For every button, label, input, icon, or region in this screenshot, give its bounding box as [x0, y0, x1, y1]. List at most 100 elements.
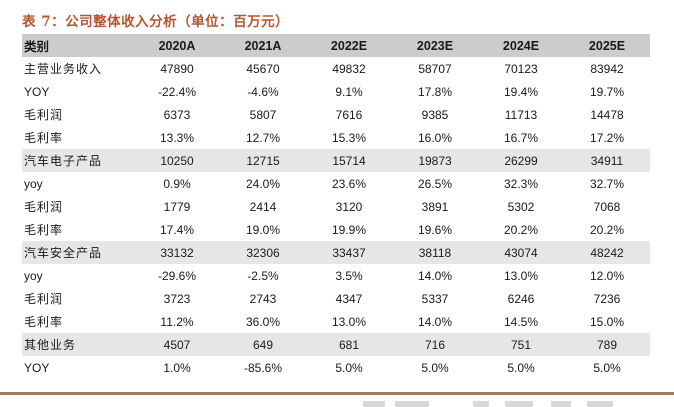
row-value: 20.2% — [589, 222, 625, 237]
row-value: 38118 — [392, 241, 478, 264]
row-value: 11.2% — [160, 314, 194, 329]
row-value: 716 — [392, 333, 478, 356]
row-value: 43074 — [478, 241, 564, 264]
row-value: 5.0% — [335, 360, 363, 375]
row-value: 33132 — [134, 241, 220, 264]
row-value: 6246 — [507, 291, 535, 306]
row-value: 6373 — [163, 107, 191, 122]
row-label: yoy — [24, 268, 43, 283]
row-value: -4.6% — [247, 84, 279, 99]
row-value: 24.0% — [245, 176, 281, 191]
table-body: 主营业务收入 47890 45670 49832 58707 70123 83942 YOY -… — [22, 57, 650, 379]
table-row: 毛利润 3723 2743 4347 5337 6246 7236 — [22, 287, 650, 310]
row-value: 19.4% — [503, 84, 539, 99]
row-value: 33437 — [306, 241, 392, 264]
row-value: 4347 — [335, 291, 363, 306]
row-value: 12.7% — [245, 130, 281, 145]
row-value: -85.6% — [243, 360, 283, 375]
row-label: 汽车电子产品 — [22, 149, 134, 172]
row-value: 48242 — [564, 241, 650, 264]
row-value: 789 — [564, 333, 650, 356]
row-value: 83942 — [590, 61, 624, 76]
table-row: 毛利率 13.3% 12.7% 15.3% 16.0% 16.7% 17.2% — [22, 126, 650, 149]
row-value: 32306 — [220, 241, 306, 264]
row-value: 7068 — [593, 199, 621, 214]
row-label: 毛利率 — [24, 223, 64, 237]
row-label: YOY — [24, 84, 50, 99]
row-value: 13.3% — [159, 130, 195, 145]
row-value: 7236 — [593, 291, 621, 306]
row-value: 2414 — [249, 199, 277, 214]
row-value: 5807 — [249, 107, 277, 122]
row-value: 49832 — [332, 61, 366, 76]
table-row: yoy -29.6% -2.5% 3.5% 14.0% 13.0% 12.0% — [22, 264, 650, 287]
row-label: yoy — [24, 176, 43, 191]
row-value: 14.0% — [417, 268, 453, 283]
row-label: YOY — [24, 360, 50, 375]
row-value: 19.6% — [417, 222, 453, 237]
row-value: 9.1% — [335, 84, 363, 99]
row-value: 681 — [306, 333, 392, 356]
row-label: 汽车安全产品 — [22, 241, 134, 264]
row-value: 58707 — [418, 61, 452, 76]
row-value: 16.7% — [503, 130, 539, 145]
bottom-rule — [0, 392, 674, 395]
row-label: 毛利润 — [24, 108, 64, 122]
row-value: 70123 — [504, 61, 538, 76]
row-value: 5.0% — [593, 360, 621, 375]
row-value: 15.3% — [331, 130, 367, 145]
row-value: 11713 — [504, 107, 538, 122]
row-value: 4507 — [134, 333, 220, 356]
row-label: 毛利润 — [24, 292, 64, 306]
table-row: 汽车安全产品 33132 32306 33437 38118 43074 48242 — [22, 241, 650, 264]
row-value: 32.3% — [503, 176, 539, 191]
row-value: 12.0% — [589, 268, 625, 283]
row-value: 14.0% — [417, 314, 453, 329]
row-value: 13.0% — [331, 314, 367, 329]
row-value: 9385 — [421, 107, 449, 122]
row-value: 0.9% — [163, 176, 191, 191]
header-2023e: 2023E — [392, 34, 478, 57]
row-value: 12715 — [220, 149, 306, 172]
row-value: -29.6% — [157, 268, 197, 283]
row-value: 3120 — [335, 199, 363, 214]
row-value: 36.0% — [245, 314, 281, 329]
row-value: 23.6% — [331, 176, 367, 191]
row-value: 32.7% — [589, 176, 625, 191]
row-value: 14478 — [590, 107, 624, 122]
row-label: 其他业务 — [22, 333, 134, 356]
row-value: 45670 — [246, 61, 280, 76]
table-title: 表 7：公司整体收入分析（单位：百万元） — [22, 14, 290, 30]
header-2025e: 2025E — [564, 34, 650, 57]
row-value: 649 — [220, 333, 306, 356]
table-header-row: 类别 2020A 2021A 2022E 2023E 2024E 2025E — [22, 34, 650, 57]
row-value: 19.9% — [331, 222, 367, 237]
table-row: YOY 1.0% -85.6% 5.0% 5.0% 5.0% 5.0% — [22, 356, 650, 379]
row-value: 7616 — [335, 107, 363, 122]
footer-text-fragment — [355, 398, 625, 407]
row-value: 17.4% — [159, 222, 195, 237]
row-value: 10250 — [134, 149, 220, 172]
row-value: 3.5% — [335, 268, 363, 283]
row-value: 19.7% — [589, 84, 625, 99]
header-category: 类别 — [22, 34, 134, 57]
row-value: 47890 — [160, 61, 194, 76]
header-2020a: 2020A — [134, 34, 220, 57]
row-value: 3723 — [163, 291, 191, 306]
row-label: 毛利率 — [24, 315, 64, 329]
row-value: 34911 — [564, 149, 650, 172]
row-value: 13.0% — [503, 268, 539, 283]
header-2024e: 2024E — [478, 34, 564, 57]
row-value: 20.2% — [503, 222, 539, 237]
row-value: -22.4% — [157, 84, 197, 99]
row-value: 5.0% — [507, 360, 535, 375]
header-2021a: 2021A — [220, 34, 306, 57]
table-row: 毛利率 11.2% 36.0% 13.0% 14.0% 14.5% 15.0% — [22, 310, 650, 333]
row-value: 15714 — [306, 149, 392, 172]
table-row: 主营业务收入 47890 45670 49832 58707 70123 83942 — [22, 57, 650, 80]
header-2022e: 2022E — [306, 34, 392, 57]
row-value: 26299 — [478, 149, 564, 172]
row-value: 16.0% — [417, 130, 453, 145]
table-row: 汽车电子产品 10250 12715 15714 19873 26299 34911 — [22, 149, 650, 172]
table-row: 毛利润 1779 2414 3120 3891 5302 7068 — [22, 195, 650, 218]
